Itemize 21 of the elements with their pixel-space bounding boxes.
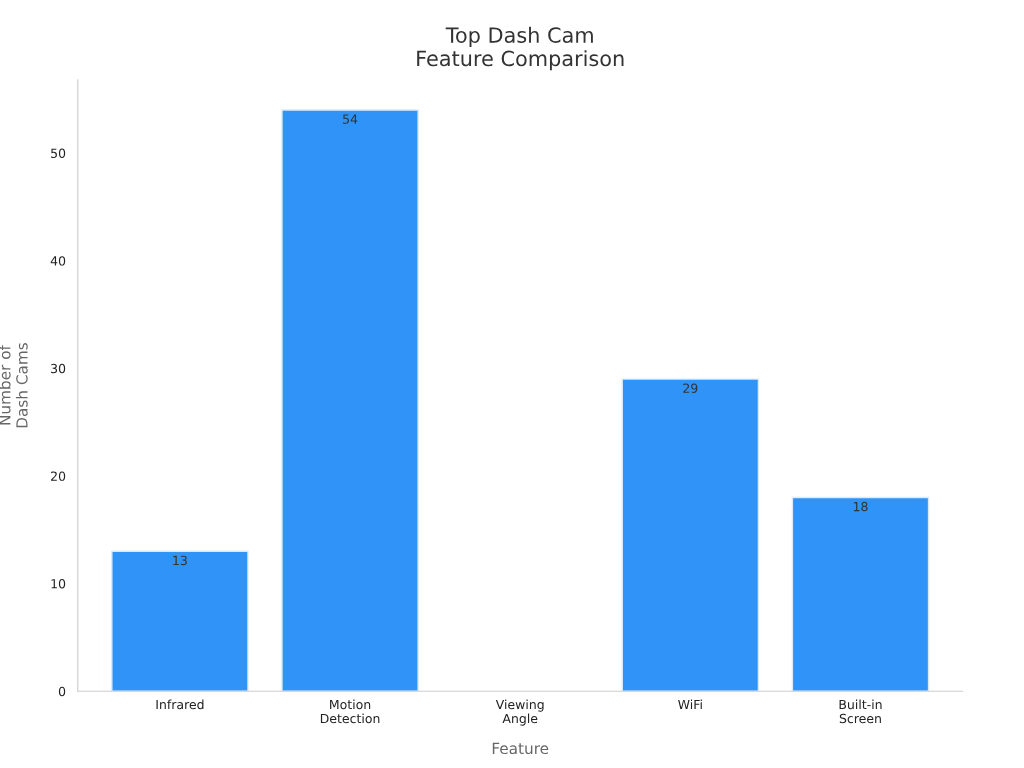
data-label: 13 — [173, 555, 187, 566]
data-label: 29 — [683, 383, 698, 393]
y-tick-label: 50 — [51, 148, 66, 158]
y-tick-label: 0 — [58, 686, 66, 697]
x-tick-label: Motion Detection — [320, 699, 380, 724]
x-tick-label: Viewing Angle — [495, 699, 544, 726]
bar — [281, 109, 419, 692]
bar — [791, 496, 930, 692]
y-tick-label: 20 — [51, 471, 66, 481]
bar — [621, 378, 760, 692]
chart-title: Top Dash Cam Feature Comparison — [417, 26, 624, 71]
y-tick-label: 40 — [50, 256, 66, 266]
x-tick-label: WiFi — [678, 699, 702, 710]
y-tick-label: 10 — [51, 579, 66, 589]
data-label: 18 — [853, 501, 868, 512]
y-tick-label: 30 — [51, 363, 66, 374]
x-tick-label: Built-in Screen — [839, 699, 882, 724]
data-label: 54 — [343, 114, 358, 124]
bar — [111, 550, 249, 692]
x-axis-title: Feature — [492, 742, 549, 755]
x-tick-label: Infrared — [156, 699, 204, 710]
